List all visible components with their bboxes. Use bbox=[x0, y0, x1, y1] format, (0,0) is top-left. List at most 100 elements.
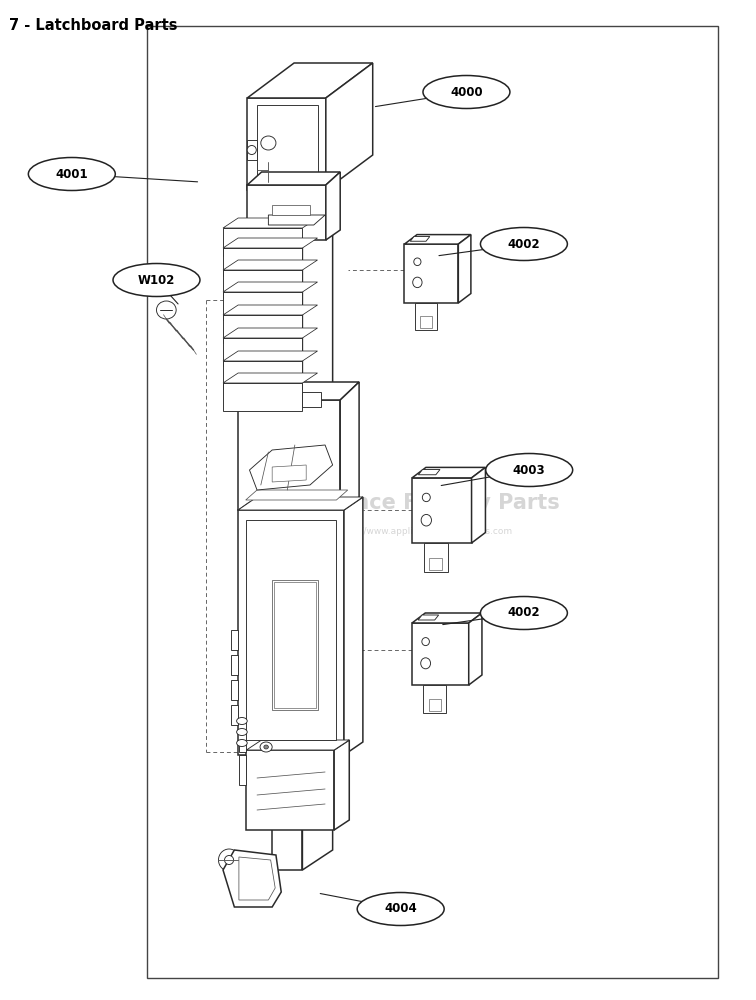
Ellipse shape bbox=[421, 514, 432, 526]
Polygon shape bbox=[429, 699, 441, 711]
Ellipse shape bbox=[247, 145, 256, 154]
Ellipse shape bbox=[358, 892, 445, 926]
Polygon shape bbox=[344, 497, 363, 755]
Ellipse shape bbox=[237, 728, 247, 736]
Polygon shape bbox=[223, 238, 318, 248]
Polygon shape bbox=[223, 315, 302, 343]
Polygon shape bbox=[223, 292, 302, 320]
Ellipse shape bbox=[481, 596, 567, 630]
Polygon shape bbox=[247, 140, 257, 160]
Polygon shape bbox=[223, 328, 318, 338]
Polygon shape bbox=[238, 382, 359, 400]
Polygon shape bbox=[420, 316, 432, 328]
Ellipse shape bbox=[113, 263, 200, 296]
Ellipse shape bbox=[485, 454, 573, 487]
Ellipse shape bbox=[261, 136, 276, 150]
Polygon shape bbox=[423, 685, 446, 713]
Ellipse shape bbox=[481, 228, 567, 260]
Polygon shape bbox=[223, 260, 318, 270]
Ellipse shape bbox=[237, 718, 247, 724]
Polygon shape bbox=[231, 630, 238, 650]
Polygon shape bbox=[239, 755, 246, 785]
Polygon shape bbox=[223, 373, 318, 383]
Ellipse shape bbox=[264, 745, 268, 749]
Ellipse shape bbox=[420, 658, 431, 669]
Polygon shape bbox=[412, 478, 472, 543]
Polygon shape bbox=[239, 740, 246, 752]
Polygon shape bbox=[247, 185, 326, 240]
Text: Appliance Factory Parts: Appliance Factory Parts bbox=[280, 493, 559, 513]
Polygon shape bbox=[334, 740, 349, 830]
Polygon shape bbox=[223, 351, 318, 361]
Text: 4004: 4004 bbox=[384, 902, 417, 916]
Polygon shape bbox=[412, 613, 482, 623]
Polygon shape bbox=[223, 248, 302, 276]
Polygon shape bbox=[248, 270, 272, 290]
Polygon shape bbox=[238, 510, 344, 755]
Polygon shape bbox=[238, 502, 352, 510]
Polygon shape bbox=[238, 497, 363, 510]
Polygon shape bbox=[239, 857, 275, 900]
Polygon shape bbox=[326, 63, 373, 190]
Polygon shape bbox=[415, 303, 437, 330]
Polygon shape bbox=[412, 623, 469, 685]
Ellipse shape bbox=[422, 638, 429, 646]
Polygon shape bbox=[223, 282, 318, 292]
Polygon shape bbox=[246, 490, 348, 500]
Polygon shape bbox=[257, 105, 318, 182]
Text: 4000: 4000 bbox=[450, 86, 483, 99]
Polygon shape bbox=[246, 520, 336, 740]
Polygon shape bbox=[246, 750, 334, 830]
Polygon shape bbox=[249, 445, 333, 490]
Polygon shape bbox=[246, 740, 349, 750]
Ellipse shape bbox=[423, 493, 430, 502]
Polygon shape bbox=[472, 467, 485, 543]
Polygon shape bbox=[247, 172, 340, 185]
Polygon shape bbox=[302, 545, 321, 560]
Text: © http://www.appliancefactoryparts.com: © http://www.appliancefactoryparts.com bbox=[327, 528, 512, 536]
Polygon shape bbox=[223, 383, 302, 411]
Polygon shape bbox=[302, 180, 333, 870]
Polygon shape bbox=[272, 580, 318, 710]
Polygon shape bbox=[412, 467, 485, 478]
Text: 4002: 4002 bbox=[507, 606, 541, 619]
Polygon shape bbox=[247, 63, 373, 98]
Polygon shape bbox=[404, 235, 471, 244]
Polygon shape bbox=[326, 172, 340, 240]
Polygon shape bbox=[231, 655, 238, 675]
Polygon shape bbox=[411, 236, 429, 241]
Ellipse shape bbox=[414, 258, 421, 266]
Ellipse shape bbox=[413, 277, 422, 288]
Ellipse shape bbox=[260, 742, 272, 752]
Polygon shape bbox=[340, 382, 359, 510]
Polygon shape bbox=[231, 680, 238, 700]
Polygon shape bbox=[272, 185, 302, 870]
Polygon shape bbox=[272, 465, 306, 482]
Polygon shape bbox=[223, 338, 302, 366]
Polygon shape bbox=[231, 705, 238, 725]
Polygon shape bbox=[418, 470, 440, 475]
Ellipse shape bbox=[156, 301, 176, 319]
Polygon shape bbox=[223, 305, 318, 315]
Ellipse shape bbox=[225, 856, 234, 864]
Polygon shape bbox=[247, 98, 326, 190]
Polygon shape bbox=[418, 615, 438, 620]
Text: 4002: 4002 bbox=[507, 237, 541, 250]
Polygon shape bbox=[223, 270, 302, 298]
Polygon shape bbox=[223, 850, 281, 907]
Polygon shape bbox=[268, 215, 325, 225]
Ellipse shape bbox=[237, 740, 247, 746]
Text: 7 - Latchboard Parts: 7 - Latchboard Parts bbox=[9, 18, 178, 33]
Ellipse shape bbox=[29, 157, 115, 190]
Polygon shape bbox=[248, 240, 272, 260]
Polygon shape bbox=[223, 361, 302, 389]
Polygon shape bbox=[424, 543, 448, 572]
Bar bbox=[147, 26, 718, 978]
Polygon shape bbox=[248, 295, 272, 315]
Polygon shape bbox=[238, 400, 340, 510]
Polygon shape bbox=[404, 244, 458, 303]
Polygon shape bbox=[302, 392, 321, 407]
Text: W102: W102 bbox=[138, 273, 175, 286]
Ellipse shape bbox=[218, 849, 240, 871]
Polygon shape bbox=[272, 205, 310, 215]
